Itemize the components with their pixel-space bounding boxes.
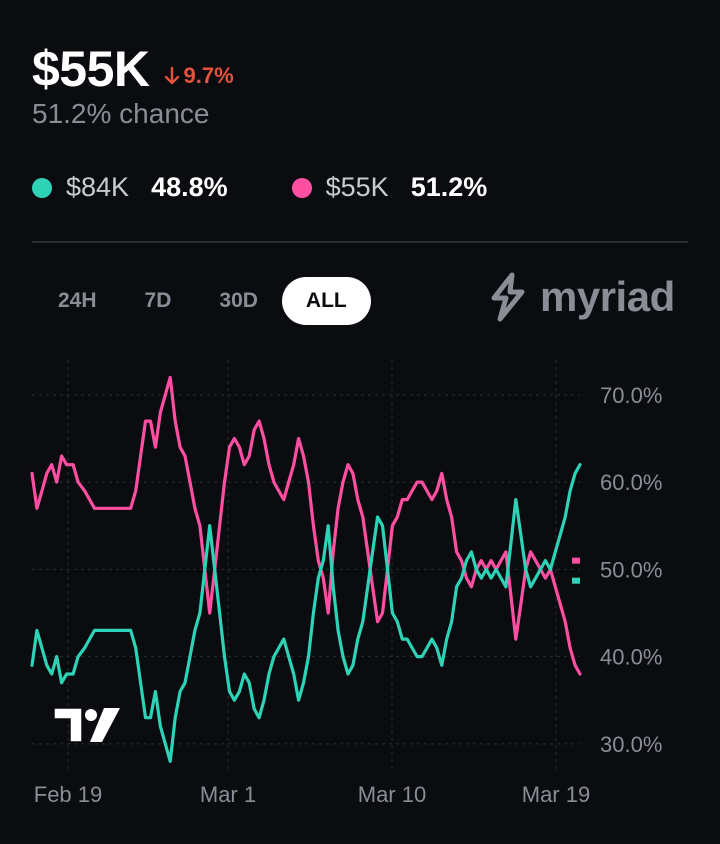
chance-subtitle: 51.2% chance xyxy=(32,98,210,129)
y-tick-label: 70.0% xyxy=(600,383,662,408)
legend-percent: 51.2% xyxy=(410,172,488,202)
y-tick-label: 30.0% xyxy=(600,732,662,757)
y-tick-label: 50.0% xyxy=(600,557,662,582)
outcome-legend: $84K 48.8% $55K 51.2% xyxy=(32,172,487,203)
legend-label: $55K xyxy=(325,172,389,202)
tab-all[interactable]: ALL xyxy=(281,277,371,325)
legend-item-84k[interactable]: $84K 48.8% xyxy=(32,172,228,203)
legend-item-55k[interactable]: $55K 51.2% xyxy=(291,172,488,203)
tab-24h[interactable]: 24H xyxy=(58,289,97,312)
x-tick-label: Mar 10 xyxy=(358,782,426,807)
y-tick-label: 40.0% xyxy=(600,645,662,670)
timeframe-tabs: 24H 7D 30D ALL xyxy=(34,277,371,325)
brand-name: myriad xyxy=(540,273,675,320)
series-line-55k xyxy=(30,375,582,676)
outcome-price: $55K xyxy=(32,41,150,97)
x-tick-label: Mar 1 xyxy=(200,782,256,807)
myriad-bolt-icon xyxy=(491,272,525,322)
x-tick-label: Mar 19 xyxy=(522,782,590,807)
arrow-down-icon xyxy=(164,66,179,85)
legend-dot xyxy=(291,177,312,198)
y-tick-label: 60.0% xyxy=(600,470,662,495)
headline: $55K 9.7% xyxy=(32,40,234,98)
legend-percent: 48.8% xyxy=(151,172,228,202)
legend-label: $84K xyxy=(66,172,130,202)
series-line-84k xyxy=(30,463,582,763)
brand-logo: myriad xyxy=(486,272,675,322)
legend-dot xyxy=(32,177,52,198)
price-change-value: 9.7% xyxy=(183,63,234,88)
probability-chart: 70.0% 60.0% 50.0% 40.0% 30.0% Feb 19 Mar 1 Mar … xyxy=(30,360,662,807)
x-tick-label: Feb 19 xyxy=(34,782,103,807)
price-change: 9.7% xyxy=(164,63,234,89)
tab-30d[interactable]: 30D xyxy=(219,289,258,312)
tradingview-logo-icon xyxy=(53,707,120,743)
tab-7d[interactable]: 7D xyxy=(144,289,172,312)
divider xyxy=(32,241,688,243)
